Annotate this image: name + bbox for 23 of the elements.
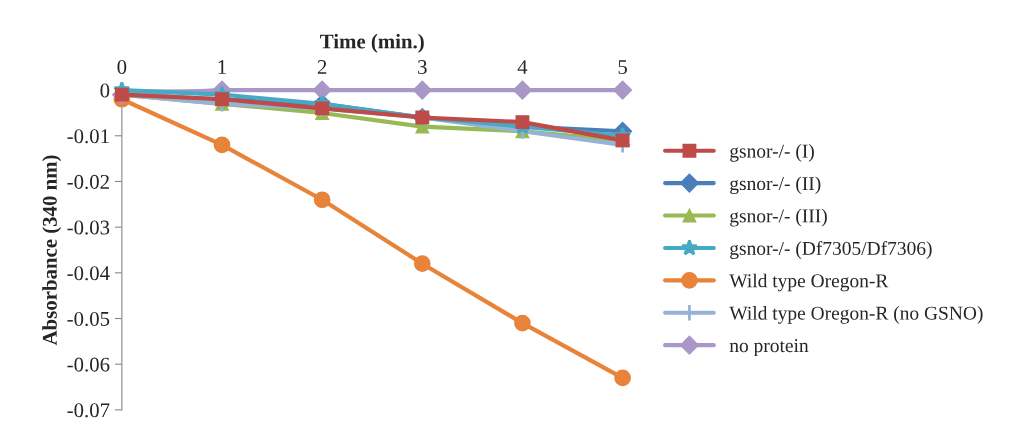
y-tick-label: -0.02 <box>67 174 109 189</box>
legend-label: no protein <box>729 339 809 357</box>
legend-label: gsnor-/- (II) <box>730 176 821 195</box>
x-tick-label: 0 <box>117 60 127 75</box>
y-tick-label: -0.01 <box>67 129 109 144</box>
y-tick-label: -0.04 <box>67 266 110 281</box>
x-tick-label: 1 <box>218 60 226 74</box>
legend-label: gsnor-/- (I) <box>730 144 814 162</box>
y-tick-label: 0 <box>100 83 110 98</box>
x-tick-label: 5 <box>618 60 627 75</box>
x-axis-title: Time (min.) <box>320 33 424 53</box>
y-tick-label: -0.07 <box>67 403 110 418</box>
y-tick-label: -0.03 <box>67 220 110 235</box>
legend-label: Wild type Oregon-R (no GSNO) <box>729 306 983 324</box>
y-axis-title: Absorbance (340 nm) <box>42 155 62 346</box>
legend-label: gsnor-/- (III) <box>730 208 827 227</box>
x-tick-label: 4 <box>517 60 528 74</box>
legend-label: Wild type Oregon-R <box>729 273 889 292</box>
y-tick-label: -0.05 <box>67 311 110 327</box>
legend-label: gsnor-/- (Df7305/Df7306) <box>730 241 932 259</box>
y-tick-label: -0.06 <box>67 357 110 372</box>
x-tick-label: 3 <box>418 60 427 75</box>
x-tick-label: 2 <box>317 60 327 74</box>
